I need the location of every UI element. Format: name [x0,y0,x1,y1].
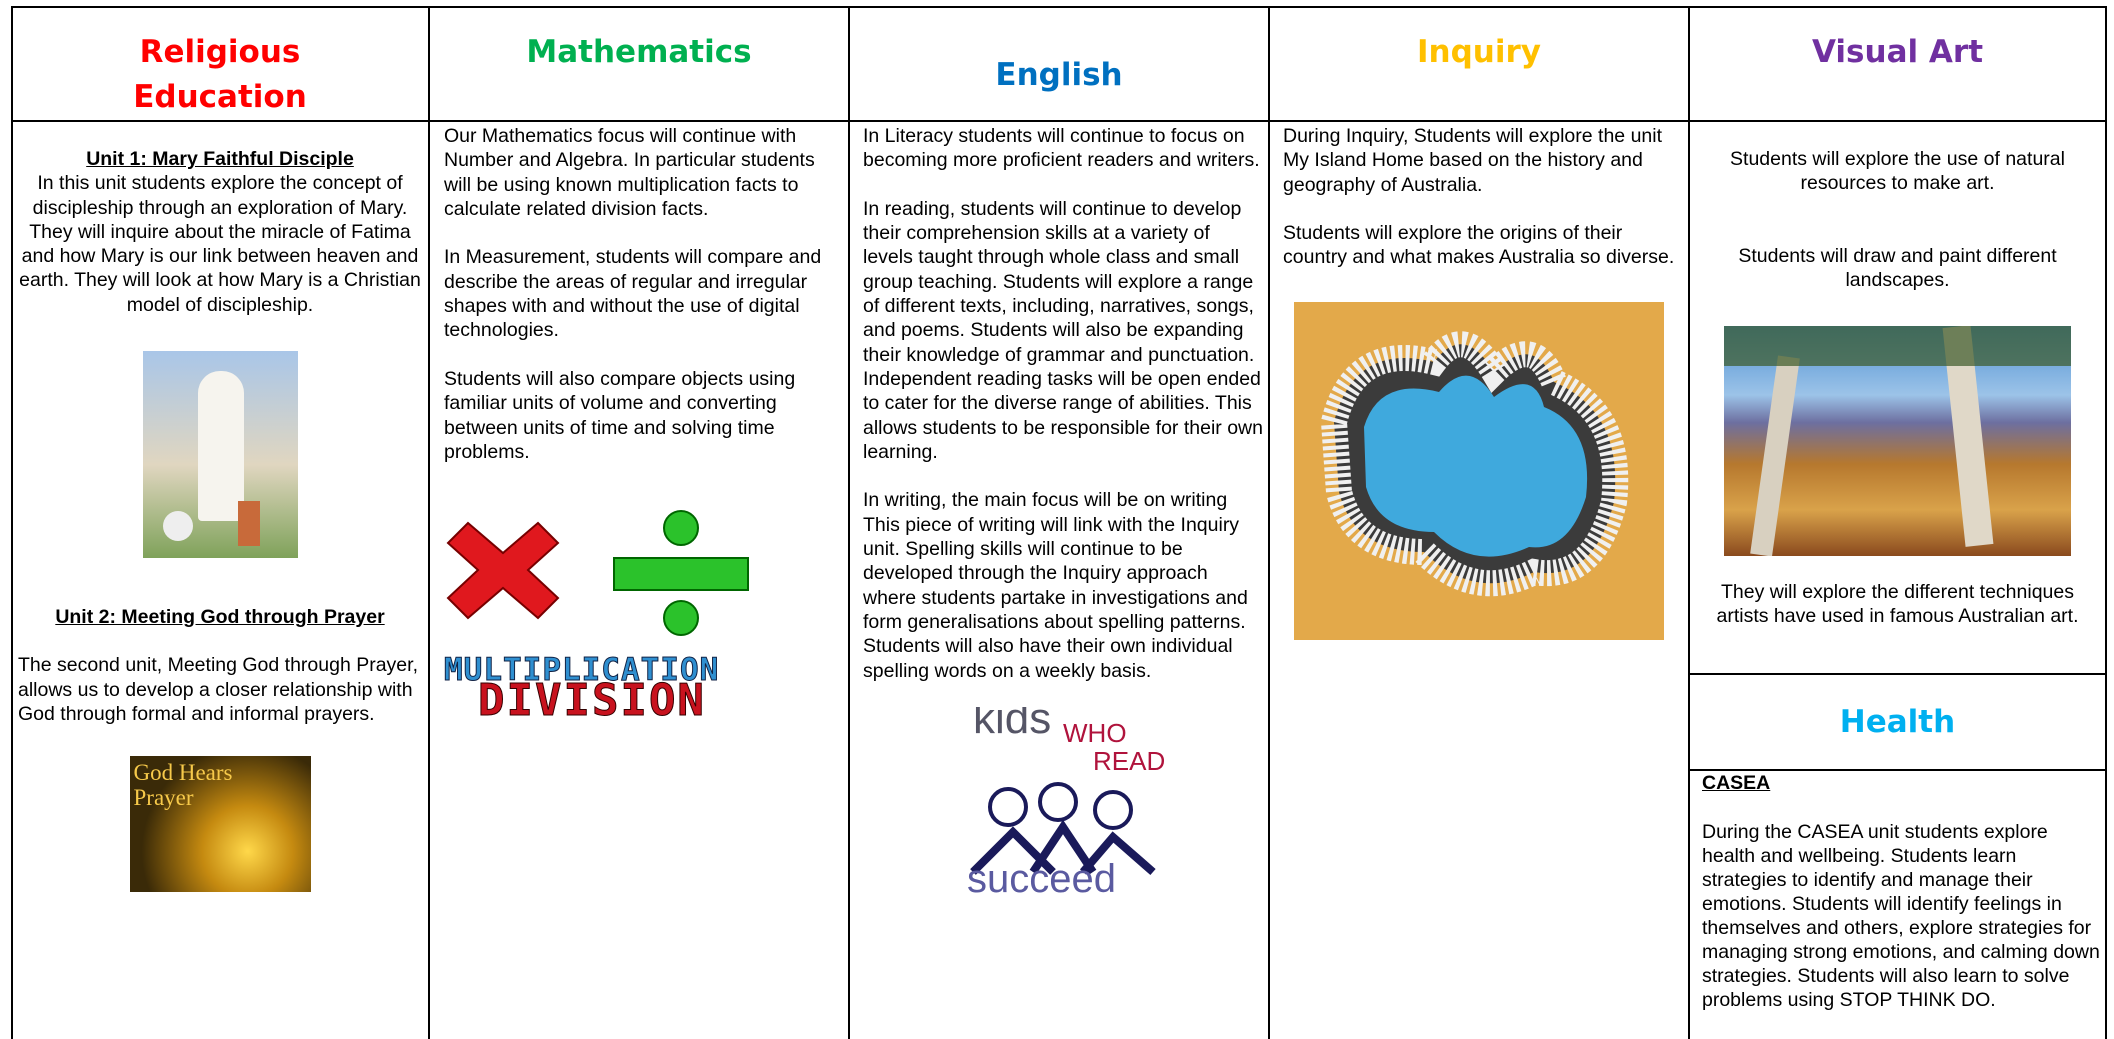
border [1688,769,2107,771]
kids-drawing [970,782,1156,876]
image-text: DIVISION [478,674,706,726]
math-symbols [446,510,749,637]
paragraph: Our Mathematics focus will continue with… [444,125,815,220]
border [428,6,430,1039]
paragraph: Students will draw and paint different l… [1738,244,2057,291]
border [1688,6,1690,1039]
australia-map [1320,331,1629,596]
inquiry-cell: During Inquiry, Students will explore th… [1283,124,1683,640]
paragraph: They will explore the different techniqu… [1716,581,2079,628]
religious-cell: Unit 1: Mary Faithful Disciple In this u… [18,147,422,893]
image-text: succeed [967,857,1116,902]
image-text: kids [973,707,1052,744]
prayer-image: God Hears Prayer [129,756,311,893]
header: English [995,57,1123,93]
unit-heading: CASEA [1702,772,1771,794]
landscape-image [1724,326,2071,557]
mathematics-cell: Our Mathematics focus will continue with… [444,124,844,808]
border [1268,6,1270,1039]
paragraph: In writing, the main focus will be on wr… [863,489,1248,682]
math-image: MULTIPLICATION DIVISION [444,508,844,808]
border [848,6,850,1039]
paragraph: Students will also compare objects using… [444,367,796,463]
border [11,6,13,1039]
border [1688,673,2107,675]
visual-art-cell: Students will explore the use of natural… [1700,147,2095,653]
header: Health [1839,704,1956,740]
paragraph: In Measurement, students will compare an… [444,246,822,342]
english-cell: In Literacy students will continue to fo… [863,124,1263,917]
mary-image [142,351,298,559]
border [2105,6,2107,1039]
border [11,6,2107,8]
header: Religious Education [133,34,307,115]
header: Inquiry [1417,34,1541,70]
kids-image: kids WHO READ succeed [953,707,1173,917]
paragraph: The second unit, Meeting God through Pra… [18,654,418,725]
image-text: Prayer [133,785,194,811]
image-text: MULTIPLICATION [444,652,720,689]
border [11,120,2107,122]
header: Visual Art [1811,34,1984,70]
header: Mathematics [526,34,752,70]
paragraph: Students will explore the use of natural… [1730,148,2065,195]
image-text: READ [1093,746,1166,777]
paragraph: During Inquiry, Students will explore th… [1283,125,1663,196]
paragraph: Students will explore the origins of the… [1283,222,1675,269]
australia-image [1294,301,1664,640]
paragraph: In reading, students will continue to de… [863,197,1263,463]
paragraph: In Literacy students will continue to fo… [863,125,1260,172]
image-text: God Hears [133,760,233,786]
unit-heading: Unit 2: Meeting God through Prayer [55,606,385,629]
image-text: WHO [1063,718,1127,749]
health-cell: CASEA During the CASEA unit students exp… [1702,771,2102,1012]
paragraph: During the CASEA unit students explore h… [1702,820,2100,1011]
unit-heading: Unit 1: Mary Faithful Disciple [86,148,354,170]
paragraph: In this unit students explore the concep… [19,172,421,316]
